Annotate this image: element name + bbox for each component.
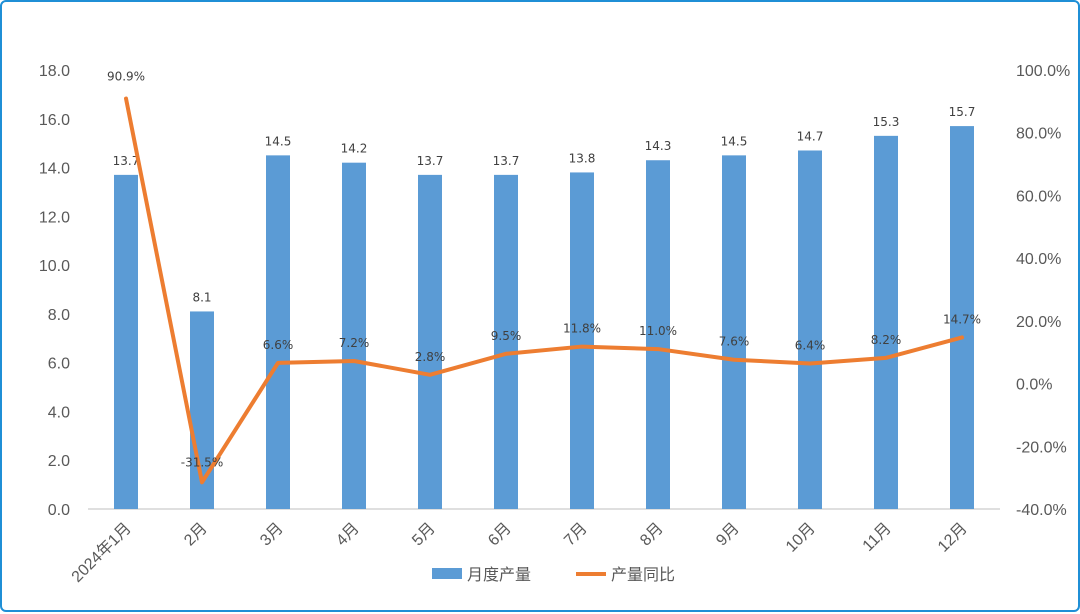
bar [950,126,974,509]
x-tick-label: 6月 [485,520,515,550]
bar-value-label: 13.7 [493,154,520,168]
line-data-labels-group: 90.9% -31.5% 6.6% 7.2% 2.8% 9.5% 11.8% 11.0% 7.6… [107,70,981,470]
bar-value-label: 13.8 [569,151,596,165]
bar [342,162,366,509]
y-left-tick-label: 8.0 [48,307,70,324]
line-point [733,359,735,361]
bar [722,155,746,509]
line-series-path [124,96,964,485]
y-right-tick-label: 0.0% [1016,377,1052,394]
x-tick-label: 8月 [637,520,667,550]
bar [114,174,138,509]
y-left-tick-label: 2.0 [48,453,70,470]
line-value-label: 6.4% [795,339,826,353]
y-right-tick-label: -20.0% [1016,439,1067,456]
x-tick-label: 2024年1月 [68,519,135,586]
bar-value-label: 14.5 [265,134,292,148]
bar-value-label: 8.1 [192,290,211,304]
axes-group: 0.0 2.0 4.0 6.0 8.0 10.0 12.0 14.0 16.0 18.0 -40.0… [39,63,1070,519]
line-value-label: 2.8% [415,350,446,364]
legend-bar-swatch [432,568,462,579]
line-point [657,348,659,350]
y-left-tick-label: 18.0 [39,63,70,80]
bar [570,172,594,509]
line-point [429,374,431,376]
bar [266,155,290,509]
y-right-tick-label: 80.0% [1016,126,1061,143]
line-point [277,362,279,364]
bar-value-label: 14.3 [645,139,672,153]
line-value-label: 8.2% [871,333,902,347]
x-tick-label: 7月 [561,520,591,550]
line-value-label: 90.9% [107,70,145,84]
bar [418,174,442,509]
bar [874,135,898,509]
line-point [201,481,203,483]
y-right-tick-label: -40.0% [1016,502,1067,519]
x-tick-label: 5月 [409,520,439,550]
bar-value-label: 14.2 [341,142,368,156]
y-left-tick-label: 0.0 [48,502,70,519]
bar [646,160,670,509]
y-left-tick-label: 12.0 [39,209,70,226]
line-point [809,363,811,365]
bar-value-label: 15.3 [873,115,900,129]
bar-data-labels-group: 13.7 8.1 14.5 14.2 13.7 13.7 13.8 14.3 14.5 14.7 1… [113,105,976,304]
line-value-label: 11.0% [639,324,677,338]
bar [494,174,518,509]
y-right-tick-label: 20.0% [1016,314,1061,331]
line-point [961,336,963,338]
y-right-tick-label: 100.0% [1016,63,1070,80]
bar-value-label: 14.7 [797,129,824,143]
y-left-tick-label: 10.0 [39,258,70,275]
legend: 月度产量 产量同比 [432,565,675,584]
bar-value-label: 13.7 [113,154,140,168]
x-tick-label: 4月 [333,520,363,550]
legend-line-label: 产量同比 [611,565,675,584]
x-tick-label: 9月 [713,520,743,550]
y-left-tick-label: 16.0 [39,112,70,129]
y-left-tick-label: 14.0 [39,161,70,178]
line-value-label: 7.2% [339,336,370,350]
x-tick-label: 11月 [860,520,895,555]
line-series-group [124,96,964,485]
bar-value-label: 14.5 [721,134,748,148]
line-value-label: -31.5% [181,455,223,469]
line-point [125,98,127,100]
line-value-label: 14.7% [943,312,981,326]
line-point [505,353,507,355]
line-value-label: 6.6% [263,338,294,352]
bar-value-label: 13.7 [417,154,444,168]
x-tick-label: 10月 [783,520,819,556]
line-point [581,346,583,348]
bar-series-group [114,126,974,509]
line-value-label: 11.8% [563,322,601,336]
y-right-tick-label: 40.0% [1016,251,1061,268]
y-left-tick-label: 6.0 [48,356,70,373]
x-tick-label: 12月 [935,520,971,556]
y-left-tick-label: 4.0 [48,404,70,421]
line-value-label: 7.6% [719,335,750,349]
line-point [353,360,355,362]
x-tick-label: 3月 [257,520,287,550]
x-tick-label: 2月 [181,520,211,550]
line-value-label: 9.5% [491,329,522,343]
legend-bar-label: 月度产量 [467,565,531,584]
bar-value-label: 15.7 [949,105,976,119]
bar [798,150,822,509]
line-point [885,357,887,359]
y-right-tick-label: 60.0% [1016,188,1061,205]
